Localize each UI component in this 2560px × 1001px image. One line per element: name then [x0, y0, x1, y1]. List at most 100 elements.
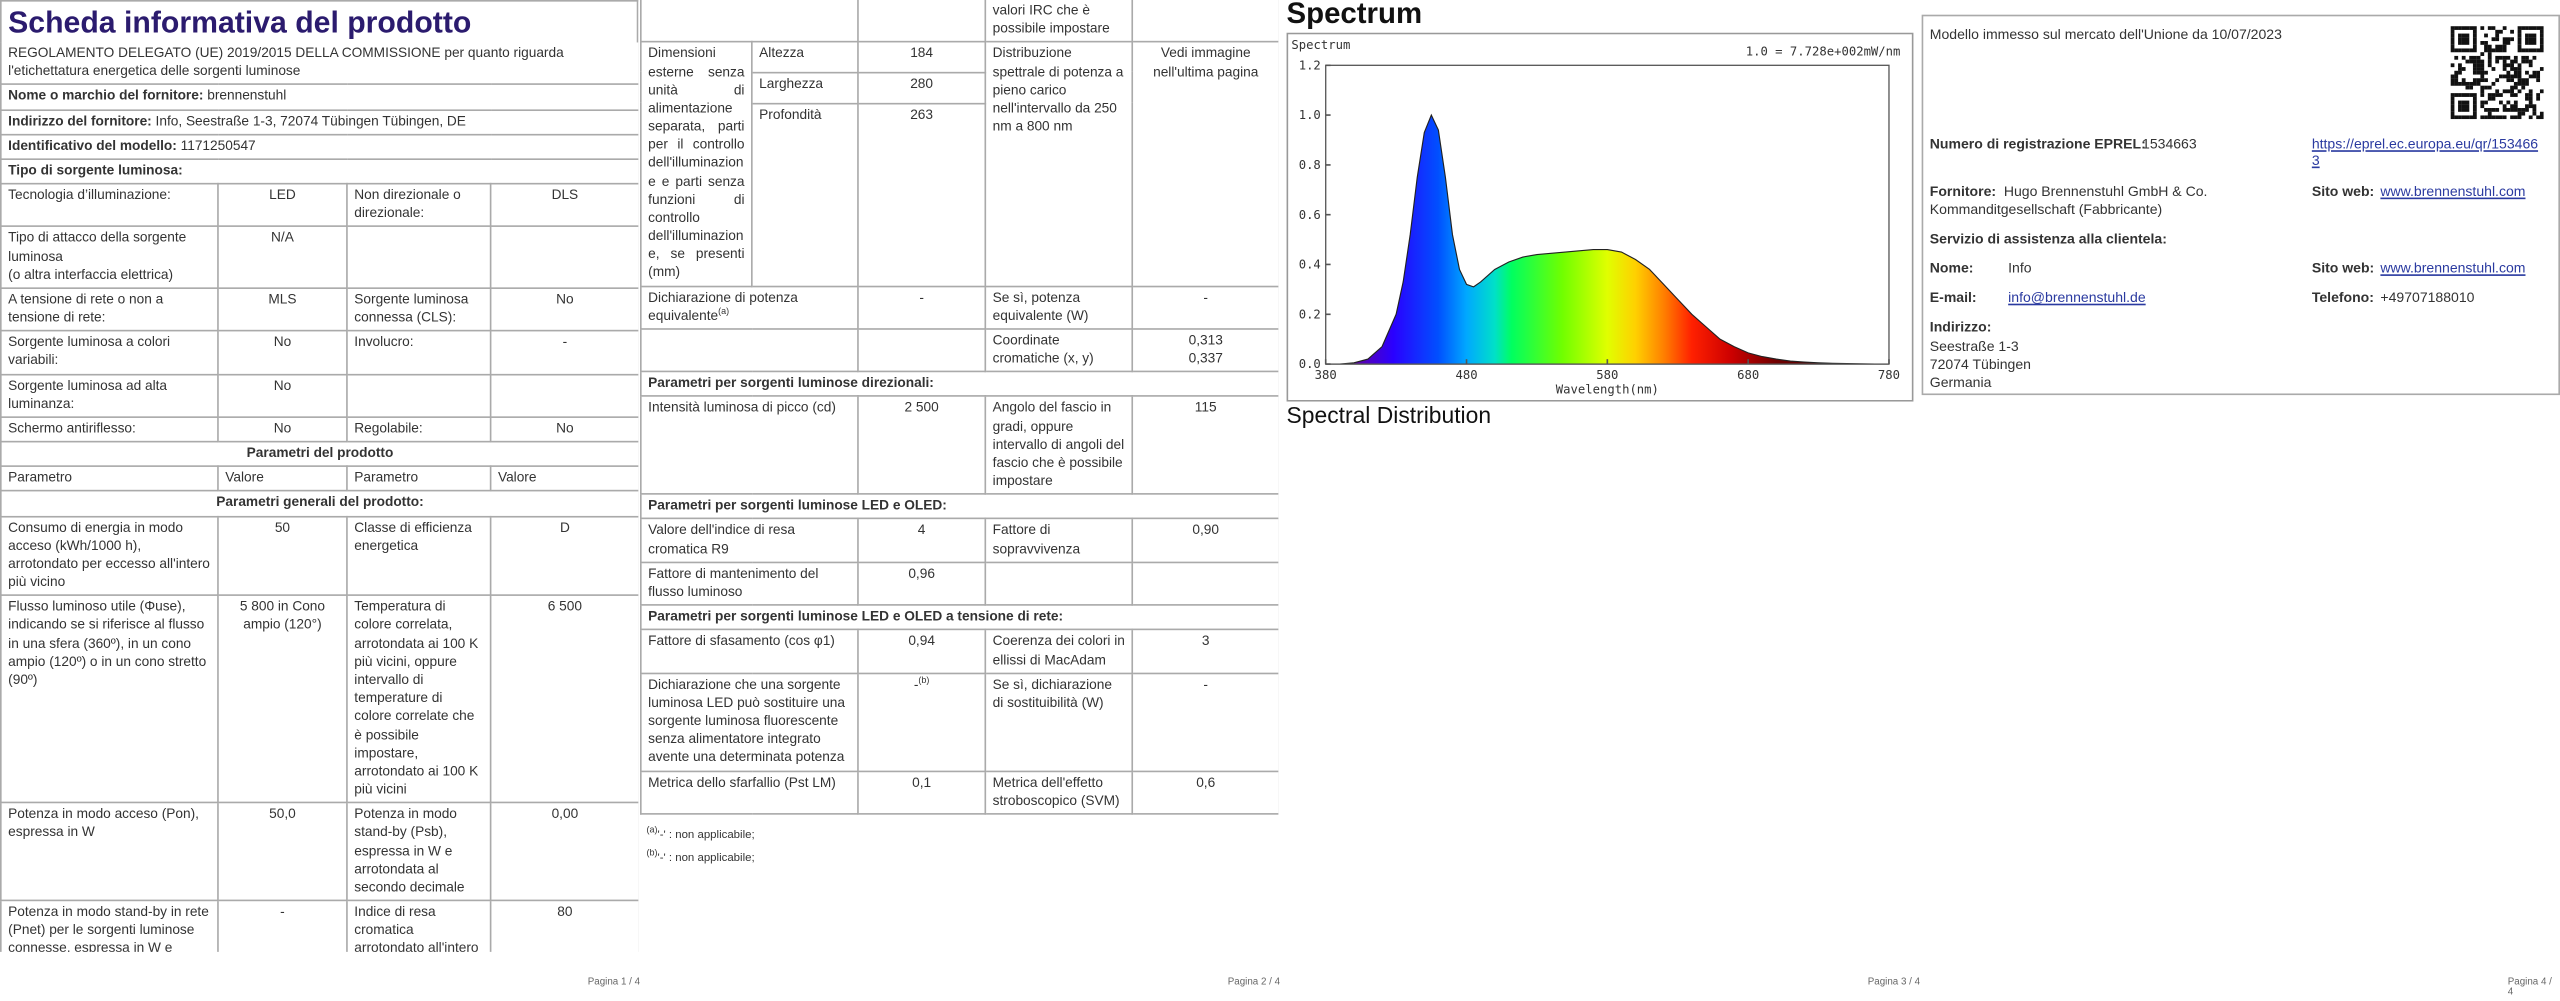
- parameter-value: 0,94: [857, 629, 987, 674]
- note-mark: (a): [646, 825, 658, 836]
- table-row: Dichiarazione di potenza equivalente(a) -…: [640, 285, 1279, 330]
- qr-module: [2454, 78, 2459, 83]
- address-line: Germania: [1929, 373, 1992, 391]
- x-tick-label: 780: [1878, 368, 1900, 382]
- qr-module: [2458, 26, 2462, 30]
- qr-module: [2472, 104, 2477, 109]
- qr-module: [2454, 55, 2459, 60]
- qr-module: [2487, 108, 2492, 112]
- qr-module: [2532, 26, 2537, 30]
- table-cell: [857, 328, 987, 373]
- column-header: Valore: [489, 465, 639, 493]
- qr-module: [2513, 55, 2518, 60]
- qr-module: [2454, 93, 2459, 97]
- layout: www.brennenstuhl.com: [2380, 183, 2525, 199]
- qr-module: [2513, 104, 2518, 109]
- parameter-value: Vedi immagine nell'ultima pagina: [1131, 41, 1279, 287]
- qr-module: [2480, 70, 2485, 75]
- qr-module: [2469, 59, 2474, 64]
- website-link[interactable]: www.brennenstuhl.com: [2380, 182, 2526, 200]
- qr-module: [2510, 59, 2514, 64]
- parameter-value: LED: [217, 182, 348, 228]
- parameter-value: 80: [489, 899, 639, 952]
- qr-module: [2458, 37, 2462, 42]
- qr-module: [2506, 41, 2511, 45]
- qr-module: [2487, 59, 2492, 64]
- qr-module: [2532, 41, 2537, 45]
- page-footer: Pagina 3 / 4: [1867, 977, 1921, 988]
- qr-module: [2502, 67, 2507, 71]
- note: (b)'-' : non applicabile;: [647, 847, 1279, 870]
- qr-module: [2480, 26, 2485, 30]
- note-text: '-' : non applicabile;: [657, 829, 755, 842]
- qr-module: [2484, 100, 2488, 105]
- qr-module: [2528, 89, 2533, 94]
- qr-module: [2461, 100, 2466, 105]
- qr-module: [2499, 115, 2503, 120]
- qr-module: [2472, 33, 2477, 38]
- qr-module: [2484, 85, 2488, 90]
- parameter-label: Flusso luminoso utile (Φuse), indicando …: [0, 594, 219, 804]
- table-row: Parametri per sorgenti luminose direzion…: [640, 371, 1279, 398]
- parameter-value: 0,00: [489, 801, 639, 902]
- parameter-value: 0,1: [857, 769, 987, 815]
- qr-module: [2458, 67, 2462, 71]
- field-label: Telefono:: [2311, 288, 2374, 306]
- qr-module: [2517, 81, 2522, 86]
- eprel-link[interactable]: https://eprel.ec.europa.eu/qr/1534663: [2311, 135, 2539, 169]
- parameter-label: Consumo di energia in modo acceso (kWh/1…: [0, 515, 219, 597]
- x-tick-label: 380: [1315, 368, 1337, 382]
- qr-module: [2532, 33, 2537, 38]
- qr-module: [2539, 44, 2544, 49]
- qr-module: [2517, 26, 2522, 30]
- parameter-value: -: [1131, 672, 1279, 772]
- qr-module: [2525, 93, 2529, 97]
- qr-module: [2510, 108, 2514, 112]
- qr-module: [2502, 104, 2507, 109]
- y-tick-label: 1.0: [1299, 108, 1321, 122]
- chromaticity-y: 0,337: [1188, 349, 1223, 366]
- qr-module: [2476, 81, 2481, 86]
- section-title: Servizio di assistenza alla clientela:: [1929, 230, 2167, 247]
- section-title: Parametri generali del prodotto:: [0, 490, 639, 517]
- qr-module: [2517, 48, 2522, 53]
- qr-module: [2480, 41, 2485, 45]
- spectrum-chart: Spectrum 1.0 = 7.728e+002mW/nm 0.0 0.2 0.4 0.…: [1286, 32, 1914, 402]
- qr-module: [2458, 70, 2462, 75]
- parameter-label: A tensione di rete o non a tensione di r…: [0, 287, 219, 332]
- qr-module: [2472, 59, 2477, 64]
- qr-module: [2525, 78, 2529, 83]
- qr-module: [2491, 67, 2496, 71]
- chart-note: 1.0 = 7.728e+002mW/nm: [1746, 45, 1901, 59]
- email-link[interactable]: info@brennenstuhl.de: [2008, 288, 2146, 306]
- qr-module: [2480, 93, 2485, 97]
- parameter-label: Sorgente luminosa ad alta luminanza:: [0, 373, 219, 418]
- qr-module: [2521, 48, 2526, 53]
- qr-module: [2528, 59, 2533, 64]
- parameter-label: Involucro:: [346, 330, 492, 375]
- parameter-label: Sorgente luminosa a colori variabili:: [0, 330, 219, 375]
- qr-module: [2521, 111, 2526, 116]
- parameter-label: Non direzionale o direzionale:: [346, 182, 492, 228]
- qr-module: [2461, 104, 2466, 109]
- qr-module: [2487, 52, 2492, 56]
- field: Indirizzo del fornitore: Info, Seestraße…: [0, 108, 639, 136]
- qr-module: [2525, 37, 2529, 42]
- table-row: Parametri del prodotto: [0, 440, 639, 468]
- qr-module: [2506, 78, 2511, 83]
- parameter-value: 50: [217, 515, 348, 597]
- qr-module: [2536, 70, 2541, 75]
- qr-module: [2465, 48, 2470, 53]
- qr-module: [2469, 26, 2474, 30]
- qr-module: [2495, 48, 2500, 53]
- qr-module: [2513, 81, 2518, 86]
- website-link[interactable]: www.brennenstuhl.com: [2380, 259, 2526, 276]
- title: Scheda informativa del prodotto: [0, 0, 639, 43]
- qr-module: [2495, 93, 2500, 97]
- parameter-value: 0,313 0,337: [1131, 328, 1279, 373]
- qr-module: [2539, 26, 2544, 30]
- parameter-label: Fattore di sopravvivenza: [984, 518, 1134, 563]
- qr-module: [2499, 48, 2503, 53]
- parameter-label: Indice di resa cromatica arrotondato all…: [346, 899, 492, 952]
- field-value: +49707188010: [2380, 288, 2475, 306]
